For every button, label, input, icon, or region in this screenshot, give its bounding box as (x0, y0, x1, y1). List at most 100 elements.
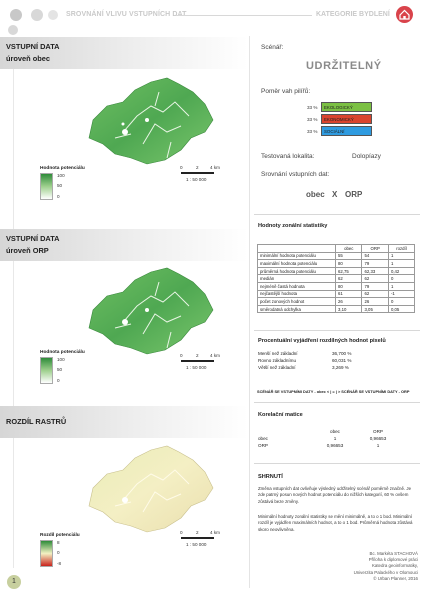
table-row: minimální hodnota potenciálu 55 54 1 (257, 251, 416, 261)
legend-max-diff: 8 (57, 540, 60, 545)
scale-4-obec: 4 km (210, 165, 220, 170)
header-category: KATEGORIE BYDLENÍ (316, 11, 390, 18)
pillar-label: SOCIÁLNÍ (324, 129, 345, 134)
pillar-socialni: SOCIÁLNÍ (321, 126, 372, 136)
divider-2 (254, 330, 420, 331)
table-row: ORP 0,96653 1 (258, 442, 396, 449)
scale-ratio-diff: 1 : 50 000 (186, 542, 207, 547)
legend-ramp-diff (40, 540, 53, 567)
table-cell: medián (257, 274, 336, 283)
section-band-diff: ROZDÍL RASTRŮ (0, 406, 248, 438)
side-dot-1 (8, 25, 18, 35)
table-cell: počet zonových hodnot (257, 297, 336, 306)
col-header: ORP (373, 429, 383, 434)
scale-4-diff: 4 km (210, 530, 220, 535)
legend-ramp-obec (40, 173, 53, 200)
scenario-name: UDRŽITELNÝ (306, 60, 382, 72)
header-dot-2 (31, 9, 43, 21)
scenario-label: Scénář: (261, 44, 284, 51)
section-title-line1: VSTUPNÍ DATA (6, 42, 60, 51)
table-row: nejméně častá hodnota 80 79 1 (257, 281, 416, 291)
signature-block: Bc. Markéta STACHOVÁ Příloha k diplomové… (280, 551, 418, 582)
col-header: ORP (361, 244, 389, 253)
section-band-orp: VSTUPNÍ DATA úroveň ORP (0, 229, 248, 261)
table-cell: 0,05 (387, 304, 416, 314)
compare-x: X (332, 190, 338, 199)
summary-title: SHRNUTÍ (258, 474, 283, 480)
legend-ramp-orp (40, 357, 53, 384)
signature-line: Katedra geoinformatiky, (371, 563, 418, 569)
divider-3 (254, 402, 420, 403)
pillar-pct-ekon: 33 % (307, 117, 318, 122)
table-cell: 79 (361, 259, 389, 268)
header-dot-1 (10, 9, 22, 21)
table-cell: 0,96653 (326, 443, 344, 448)
table-cell: 80 (334, 281, 363, 291)
table-cell: 3,10 (334, 304, 363, 314)
table-cell: 0,42 (387, 266, 416, 276)
section-title-diff: ROZDÍL RASTRŮ (6, 416, 66, 428)
percent-table: Menší než základní 36,700 % Rovno základn… (258, 350, 351, 371)
table-row: Menší než základní 36,700 % (258, 350, 351, 357)
page-header: SROVNÁNÍ VLIVU VSTUPNÍCH DAT KATEGORIE B… (0, 0, 424, 34)
table-row: Větší než základní 3,269 % (258, 364, 351, 371)
table-row: maximální hodnota potenciálu 80 79 1 (257, 259, 416, 268)
section-title-line1: VSTUPNÍ DATA (6, 234, 60, 243)
scale-bar-diff: 0 2 4 km 1 : 50 000 (180, 530, 220, 550)
compare-label: Srovnání vstupních dat: (261, 171, 330, 178)
table-cell: 62 (361, 274, 389, 283)
col-header: obec (334, 244, 363, 253)
page-number: 1 (7, 575, 21, 589)
table-cell: 55 (334, 251, 363, 261)
table-cell: 26 (361, 297, 389, 306)
table-cell: 79 (361, 281, 389, 291)
pillar-ekonomicky: EKONOMICKÝ (321, 114, 372, 124)
pillar-label: EKONOMICKÝ (324, 117, 354, 122)
pillar-pct-soc: 33 % (307, 129, 318, 134)
table-cell: minimální hodnota potenciálu (257, 251, 336, 261)
table-cell: Rovno základnímu (258, 358, 297, 363)
divider-1 (254, 214, 420, 215)
table-cell: 3,269 % (332, 365, 349, 370)
pillar-label: EKOLOGICKÝ (324, 105, 353, 110)
scale-2-obec: 2 (196, 165, 199, 170)
divider-4 (254, 463, 420, 464)
home-button[interactable] (396, 6, 413, 23)
section-title-obec: VSTUPNÍ DATA úroveň obec (6, 41, 60, 65)
table-row: Rovno základnímu 60,031 % (258, 357, 351, 364)
legend-title-orp: Hodnota potenciálu (40, 350, 85, 355)
table-row: průměrná hodnota potenciálu 62,75 62,33 0,4… (257, 266, 416, 276)
legend-min-diff: -8 (57, 561, 62, 566)
header-title: SROVNÁNÍ VLIVU VSTUPNÍCH DAT (66, 11, 187, 18)
legend-mid-diff: 0 (57, 550, 60, 555)
table-cell: 1 (333, 436, 337, 441)
summary-paragraph-2: Minimální hodnoty zonální statistiky se … (258, 514, 413, 532)
signature-line: Univerzita Palackého v Olomouci (353, 569, 418, 575)
table-cell: 36,700 % (332, 351, 352, 356)
legend-max-orp: 100 (57, 357, 65, 362)
pillar-pct-eko: 33 % (307, 105, 318, 110)
col-header: obec (330, 429, 340, 434)
compare-a: obec (306, 190, 325, 199)
table-cell: nejméně častá hodnota (257, 281, 336, 291)
locality-value: Dolopíazy (352, 153, 381, 160)
table-cell: 0,96653 (369, 436, 387, 441)
legend-title-obec: Hodnota potenciálu (40, 166, 85, 171)
table-row: počet zonových hodnot 26 26 0 (257, 297, 416, 306)
summary-paragraph-1: Změna vstupních dat ovlivňuje výsledný u… (258, 486, 412, 504)
scale-bar-obec: 0 2 4 km 1 : 50 000 (180, 165, 220, 185)
scale-2-orp: 2 (196, 353, 199, 358)
legend-max-obec: 100 (57, 173, 65, 178)
table-cell: 0 (387, 297, 416, 306)
legend-min-orp: 0 (57, 378, 60, 383)
comparison-line: SCÉNÁŘ SE VSTUPNÍMI DATY - obec < | = | … (257, 389, 410, 394)
legend-title-diff: Rozdíl potenciálu (40, 533, 80, 538)
signature-line: Bc. Markéta STACHOVÁ (369, 551, 418, 556)
scale-0-obec: 0 (180, 165, 183, 170)
table-cell: průměrná hodnota potenciálu (257, 266, 336, 276)
map-obec (88, 77, 214, 165)
table-cell: maximální hodnota potenciálu (257, 259, 336, 268)
table-cell: 62,33 (361, 266, 389, 276)
table-cell: 80 (334, 259, 363, 268)
column-divider (249, 36, 250, 588)
